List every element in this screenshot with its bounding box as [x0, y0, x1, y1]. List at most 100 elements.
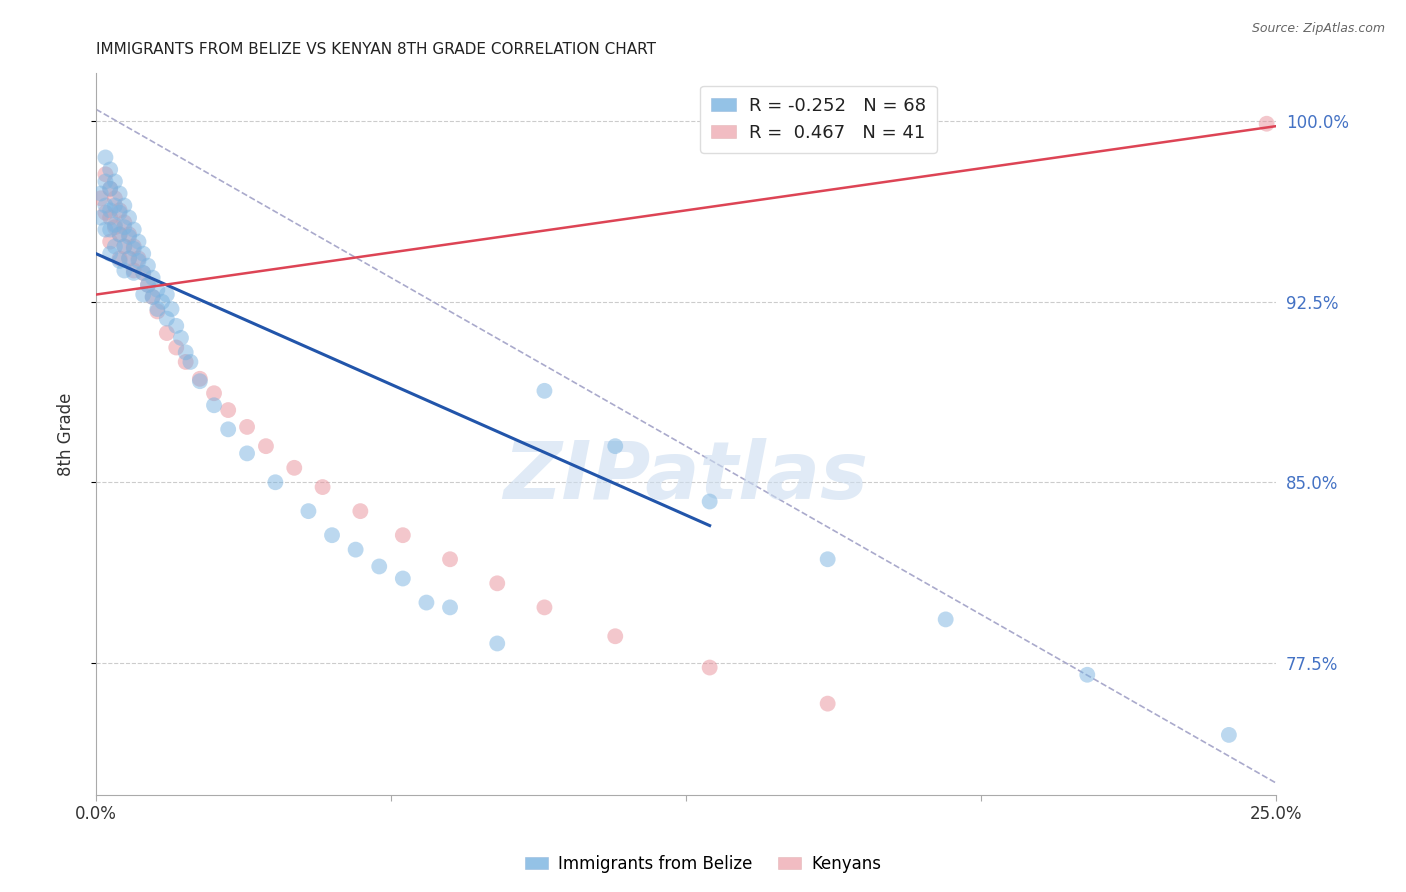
Text: ZIPatlas: ZIPatlas	[503, 439, 869, 516]
Point	[104, 239, 127, 253]
Point	[118, 252, 141, 266]
Point	[605, 629, 627, 643]
Point	[415, 596, 437, 610]
Point	[817, 552, 839, 566]
Point	[108, 186, 131, 201]
Text: Source: ZipAtlas.com: Source: ZipAtlas.com	[1251, 22, 1385, 36]
Point	[94, 174, 117, 188]
Point	[108, 206, 131, 220]
Point	[146, 301, 169, 316]
Point	[108, 252, 131, 266]
Point	[104, 174, 127, 188]
Point	[264, 475, 287, 490]
Point	[108, 203, 131, 218]
Point	[165, 318, 187, 333]
Point	[439, 552, 461, 566]
Point	[1076, 667, 1098, 681]
Point	[122, 263, 145, 277]
Point	[146, 283, 169, 297]
Point	[174, 345, 197, 359]
Point	[132, 246, 155, 260]
Point	[98, 235, 121, 249]
Point	[188, 374, 211, 388]
Legend: R = -0.252   N = 68, R =  0.467   N = 41: R = -0.252 N = 68, R = 0.467 N = 41	[700, 86, 936, 153]
Point	[254, 439, 277, 453]
Point	[146, 304, 169, 318]
Point	[283, 460, 305, 475]
Point	[118, 252, 141, 266]
Point	[486, 576, 509, 591]
Text: IMMIGRANTS FROM BELIZE VS KENYAN 8TH GRADE CORRELATION CHART: IMMIGRANTS FROM BELIZE VS KENYAN 8TH GRA…	[96, 42, 657, 57]
Point	[160, 301, 183, 316]
Point	[104, 191, 127, 205]
Point	[368, 559, 391, 574]
Point	[90, 186, 112, 201]
Point	[150, 294, 173, 309]
Point	[94, 167, 117, 181]
Point	[699, 494, 721, 508]
Point	[142, 290, 165, 304]
Point	[217, 403, 239, 417]
Point	[122, 266, 145, 280]
Point	[90, 191, 112, 205]
Point	[217, 422, 239, 436]
Point	[156, 287, 179, 301]
Point	[136, 277, 159, 292]
Point	[112, 215, 135, 229]
Point	[112, 239, 135, 253]
Point	[486, 636, 509, 650]
Point	[128, 252, 150, 266]
Point	[122, 239, 145, 253]
Point	[128, 253, 150, 268]
Point	[108, 253, 131, 268]
Point	[174, 355, 197, 369]
Point	[98, 203, 121, 218]
Point	[699, 660, 721, 674]
Point	[118, 229, 141, 244]
Point	[98, 162, 121, 177]
Point	[94, 206, 117, 220]
Point	[132, 266, 155, 280]
Point	[156, 311, 179, 326]
Point	[188, 372, 211, 386]
Point	[98, 246, 121, 260]
Legend: Immigrants from Belize, Kenyans: Immigrants from Belize, Kenyans	[519, 848, 887, 880]
Point	[344, 542, 367, 557]
Point	[128, 235, 150, 249]
Y-axis label: 8th Grade: 8th Grade	[58, 392, 75, 475]
Point	[1256, 117, 1278, 131]
Point	[94, 198, 117, 212]
Point	[98, 211, 121, 225]
Point	[311, 480, 333, 494]
Point	[94, 150, 117, 164]
Point	[165, 341, 187, 355]
Point	[142, 270, 165, 285]
Point	[321, 528, 343, 542]
Point	[98, 222, 121, 236]
Point	[236, 446, 259, 460]
Point	[104, 198, 127, 212]
Point	[136, 277, 159, 292]
Point	[108, 227, 131, 242]
Point	[817, 697, 839, 711]
Point	[90, 211, 112, 225]
Point	[439, 600, 461, 615]
Point	[122, 222, 145, 236]
Point	[118, 211, 141, 225]
Point	[170, 331, 193, 345]
Point	[98, 182, 121, 196]
Point	[136, 259, 159, 273]
Point	[236, 420, 259, 434]
Point	[533, 600, 555, 615]
Point	[156, 326, 179, 340]
Point	[935, 612, 957, 626]
Point	[118, 227, 141, 242]
Point	[349, 504, 371, 518]
Point	[142, 290, 165, 304]
Point	[392, 528, 415, 542]
Point	[104, 218, 127, 232]
Point	[132, 266, 155, 280]
Point	[605, 439, 627, 453]
Point	[104, 220, 127, 235]
Point	[533, 384, 555, 398]
